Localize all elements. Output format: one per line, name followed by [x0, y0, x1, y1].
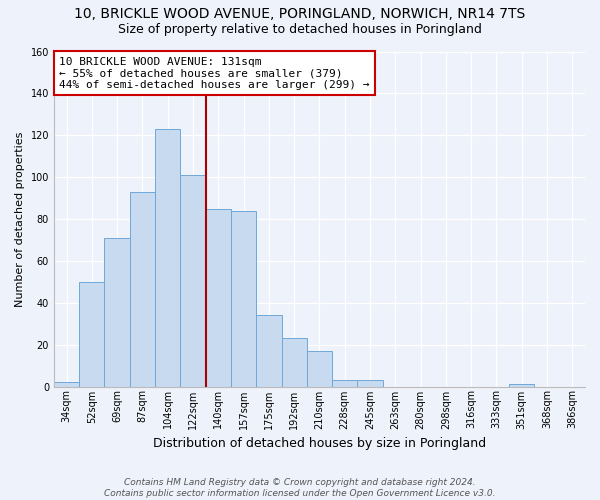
- Text: 10, BRICKLE WOOD AVENUE, PORINGLAND, NORWICH, NR14 7TS: 10, BRICKLE WOOD AVENUE, PORINGLAND, NOR…: [74, 8, 526, 22]
- Bar: [155, 129, 181, 386]
- Text: 10 BRICKLE WOOD AVENUE: 131sqm
← 55% of detached houses are smaller (379)
44% of: 10 BRICKLE WOOD AVENUE: 131sqm ← 55% of …: [59, 56, 370, 90]
- Bar: [281, 338, 307, 386]
- Bar: [54, 382, 79, 386]
- Bar: [231, 210, 256, 386]
- Bar: [104, 238, 130, 386]
- Bar: [181, 175, 206, 386]
- Y-axis label: Number of detached properties: Number of detached properties: [15, 132, 25, 306]
- Bar: [256, 316, 281, 386]
- Bar: [358, 380, 383, 386]
- Text: Contains HM Land Registry data © Crown copyright and database right 2024.
Contai: Contains HM Land Registry data © Crown c…: [104, 478, 496, 498]
- Bar: [307, 351, 332, 386]
- Bar: [332, 380, 358, 386]
- Text: Size of property relative to detached houses in Poringland: Size of property relative to detached ho…: [118, 22, 482, 36]
- Bar: [206, 208, 231, 386]
- X-axis label: Distribution of detached houses by size in Poringland: Distribution of detached houses by size …: [153, 437, 486, 450]
- Bar: [130, 192, 155, 386]
- Bar: [509, 384, 535, 386]
- Bar: [79, 282, 104, 387]
